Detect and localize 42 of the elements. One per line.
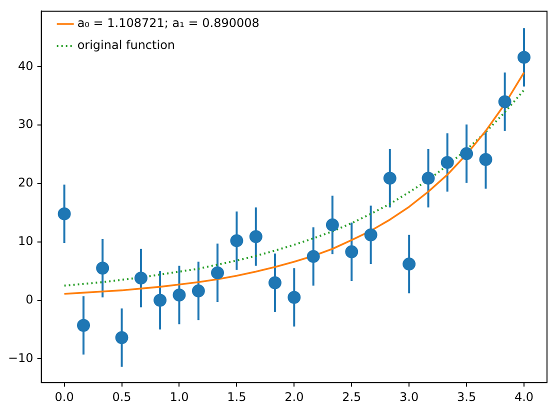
y-tick-label: 0 [26, 292, 34, 306]
x-tick-label: 2.5 [342, 390, 362, 404]
point [115, 331, 128, 344]
point [345, 245, 358, 258]
point [306, 250, 320, 263]
x-tick-label: 2.0 [284, 390, 304, 404]
point [383, 172, 396, 185]
point [268, 276, 282, 290]
x-tick-label: 1.5 [227, 390, 246, 404]
point [288, 290, 301, 304]
point [58, 207, 71, 220]
point [230, 234, 244, 248]
point [211, 266, 224, 280]
legend-label: a₀ = 1.108721; a₁ = 0.890008 [77, 16, 260, 30]
y-tick-label: 30 [18, 117, 34, 132]
point [440, 156, 454, 169]
x-tick-label: 3.5 [457, 390, 476, 404]
y-tick-label: −10 [8, 350, 34, 365]
point [96, 262, 110, 275]
x-tick-label: 0.0 [54, 390, 74, 404]
point [172, 288, 186, 302]
x-tick-label: 0.5 [112, 390, 132, 404]
point [326, 218, 339, 232]
x-tick-label: 3.0 [400, 390, 419, 404]
point [249, 230, 262, 244]
point [402, 258, 416, 271]
x-tick-label: 4.0 [514, 390, 534, 404]
point [192, 284, 205, 298]
x-tick-label: 1.0 [170, 390, 189, 404]
point [134, 272, 148, 285]
point [154, 294, 167, 307]
y-tick-label: 10 [18, 234, 34, 248]
point [498, 95, 512, 108]
point [479, 153, 492, 166]
point [518, 50, 531, 64]
y-tick-label: 20 [18, 176, 34, 190]
point [460, 147, 474, 160]
y-tick-label: 40 [18, 58, 34, 73]
point [364, 228, 378, 242]
point [77, 318, 90, 332]
legend-label: original function [77, 38, 176, 52]
point [422, 172, 435, 185]
